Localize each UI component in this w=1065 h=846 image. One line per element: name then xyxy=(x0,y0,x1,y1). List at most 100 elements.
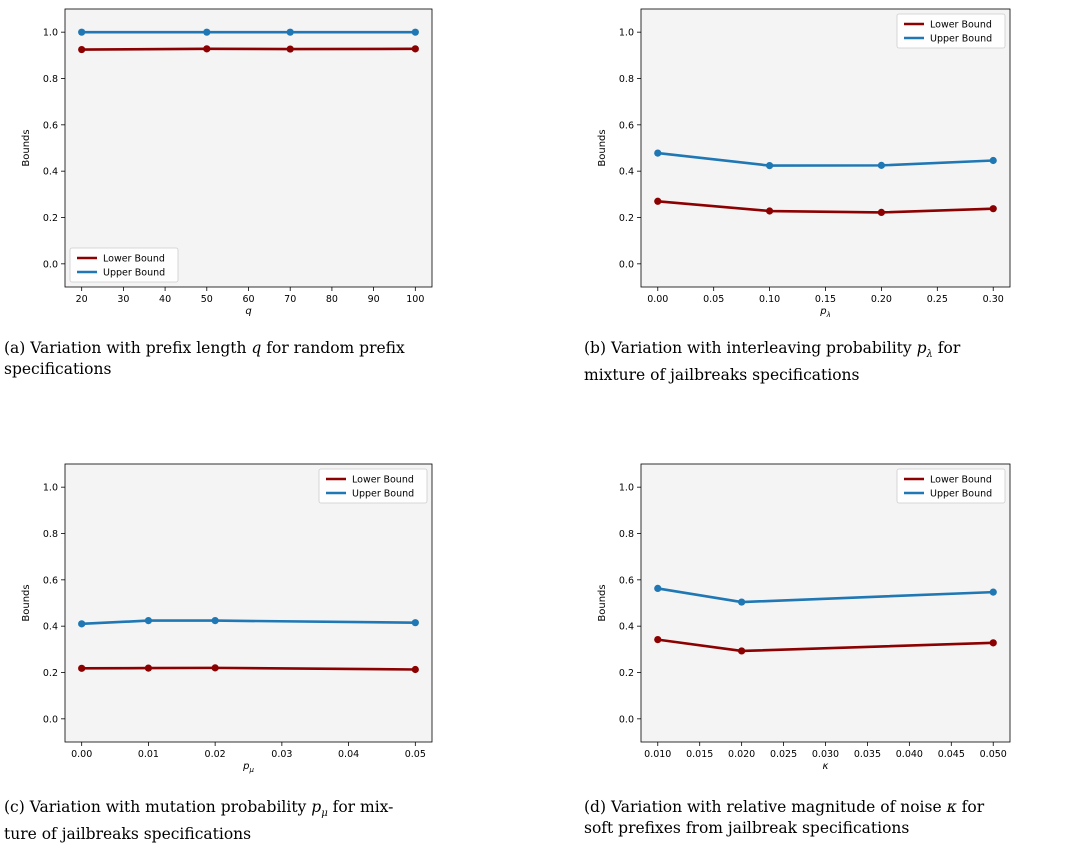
data-point xyxy=(411,28,419,36)
caption-a-line2: specifications xyxy=(4,360,112,378)
x-tick-label: 70 xyxy=(284,294,296,305)
legend-box xyxy=(69,247,179,283)
x-tick-label: 0.10 xyxy=(759,294,780,305)
series-line-lower-bound xyxy=(81,47,416,51)
y-tick-label: 0.4 xyxy=(619,167,634,178)
y-tick-label: 0.2 xyxy=(619,668,634,679)
legend: Lower Bound Upper Bound xyxy=(318,468,428,504)
y-tick-label: 0.0 xyxy=(619,259,634,270)
caption-c-line2: ture of jailbreaks specifications xyxy=(4,825,252,844)
x-tick-label: 0.035 xyxy=(854,749,881,760)
plot-area xyxy=(64,8,433,288)
y-tick-label: 0.6 xyxy=(43,575,58,586)
y-tick-label: 1.0 xyxy=(43,483,58,494)
y-tick-label: 0.2 xyxy=(43,668,58,679)
y-tick-label: 0.0 xyxy=(43,259,58,270)
data-point xyxy=(654,197,662,205)
chart-b: 0.0 0.2 0.4 0.6 0.8 1.0 0.00 0.05 0.10 0.15 0.20 0.… xyxy=(597,8,1011,319)
legend-label: Upper Bound xyxy=(930,34,992,45)
chart-c: 0.0 0.2 0.4 0.6 0.8 1.0 0.00 0.01 0.02 0.03 0.04 0.… xyxy=(21,463,433,774)
chart-panel-d: 0.0 0.2 0.4 0.6 0.8 1.0 0.010 0.015 0.020 0.025 0.… xyxy=(560,455,1065,775)
x-tick-label: 0.040 xyxy=(896,749,923,760)
x-tick-label: 0.010 xyxy=(644,749,671,760)
x-axis-label-base: p xyxy=(819,306,826,317)
y-tick-label: 0.2 xyxy=(619,213,634,224)
x-tick-label: 0.20 xyxy=(871,294,892,305)
chart-panel-c: 0.0 0.2 0.4 0.6 0.8 1.0 0.00 0.01 0.02 0.03 0.04 0.… xyxy=(0,455,520,775)
x-tick-label: 0.050 xyxy=(980,749,1007,760)
chart-a: 0.0 0.2 0.4 0.6 0.8 1.0 20 30 40 50 60 70 80 90 100 Bou… xyxy=(21,8,433,317)
data-point xyxy=(654,149,662,157)
data-point xyxy=(78,620,86,628)
legend: Lower Bound Upper Bound xyxy=(69,247,179,283)
legend: Lower Bound Upper Bound xyxy=(896,13,1006,49)
x-tick-label: 20 xyxy=(76,294,88,305)
data-point xyxy=(411,665,419,674)
data-point xyxy=(411,619,419,627)
data-point xyxy=(211,664,219,672)
x-tick-label: 30 xyxy=(117,294,129,305)
data-point xyxy=(877,161,886,169)
y-tick-label: 0.4 xyxy=(43,167,58,178)
y-axis-label: Bounds xyxy=(21,584,32,621)
legend-box xyxy=(318,468,428,504)
y-tick-label: 0.8 xyxy=(619,74,634,85)
x-axis-label-subscript: μ xyxy=(248,766,254,774)
caption-b-line2: mixture of jailbreaks specifications xyxy=(584,366,860,385)
y-tick-label: 0.4 xyxy=(43,622,58,633)
legend-label: Lower Bound xyxy=(103,254,165,265)
y-tick-label: 0.4 xyxy=(619,622,634,633)
x-tick-label: 0.04 xyxy=(338,749,359,760)
data-point xyxy=(78,28,86,36)
x-tick-label: 0.030 xyxy=(812,749,839,760)
chart-d: 0.0 0.2 0.4 0.6 0.8 1.0 0.010 0.015 0.020 0.025 0.… xyxy=(597,463,1011,772)
data-point xyxy=(765,162,774,170)
y-tick-label: 1.0 xyxy=(619,28,634,39)
x-tick-label: 0.015 xyxy=(686,749,713,760)
x-tick-label: 40 xyxy=(159,294,171,305)
x-tick-label: 0.020 xyxy=(728,749,755,760)
x-tick-label: 0.01 xyxy=(138,749,159,760)
data-point xyxy=(144,664,153,672)
x-tick-label: 0.045 xyxy=(938,749,965,760)
x-tick-label: 0.00 xyxy=(71,749,92,760)
data-point xyxy=(877,208,886,217)
y-tick-label: 0.0 xyxy=(43,714,58,725)
chart-panel-b: 0.0 0.2 0.4 0.6 0.8 1.0 0.00 0.05 0.10 0.15 0.20 0.… xyxy=(560,0,1065,320)
caption-c: (c) Variation with mutation probability … xyxy=(4,797,524,845)
caption-d-line1: (d) Variation with relative magnitude of… xyxy=(584,798,985,816)
y-tick-label: 0.8 xyxy=(619,529,634,540)
data-point xyxy=(144,617,153,625)
data-point xyxy=(738,598,746,606)
data-point xyxy=(654,584,662,593)
series-line-upper-bound xyxy=(81,619,416,626)
data-point xyxy=(203,45,211,53)
y-tick-label: 0.0 xyxy=(619,714,634,725)
legend-label: Upper Bound xyxy=(103,268,165,279)
caption-a: (a) Variation with prefix length q for r… xyxy=(4,338,524,380)
series-line-lower-bound xyxy=(657,199,994,214)
x-tick-label: 0.15 xyxy=(815,294,836,305)
y-tick-label: 1.0 xyxy=(619,483,634,494)
data-point xyxy=(989,588,997,596)
data-point xyxy=(989,205,997,213)
x-tick-label: 100 xyxy=(406,294,424,305)
legend-label: Lower Bound xyxy=(930,475,992,486)
x-axis-label: pλ xyxy=(819,306,831,319)
caption-b: (b) Variation with interleaving probabil… xyxy=(584,338,1064,386)
x-tick-label: 0.025 xyxy=(770,749,797,760)
legend: Lower Bound Upper Bound xyxy=(896,468,1006,504)
y-tick-label: 1.0 xyxy=(43,28,58,39)
legend-label: Upper Bound xyxy=(930,489,992,500)
plot-area xyxy=(640,463,1011,743)
plot-area xyxy=(640,8,1011,288)
plot-area xyxy=(64,463,433,743)
x-axis-label: q xyxy=(245,306,251,317)
x-axis-label-subscript: λ xyxy=(826,311,831,319)
y-axis-label: Bounds xyxy=(597,584,608,621)
y-tick-label: 0.6 xyxy=(619,575,634,586)
y-axis-label: Bounds xyxy=(597,129,608,166)
x-axis-label: κ xyxy=(823,761,829,772)
y-tick-label: 0.6 xyxy=(43,120,58,131)
data-point xyxy=(286,28,294,36)
